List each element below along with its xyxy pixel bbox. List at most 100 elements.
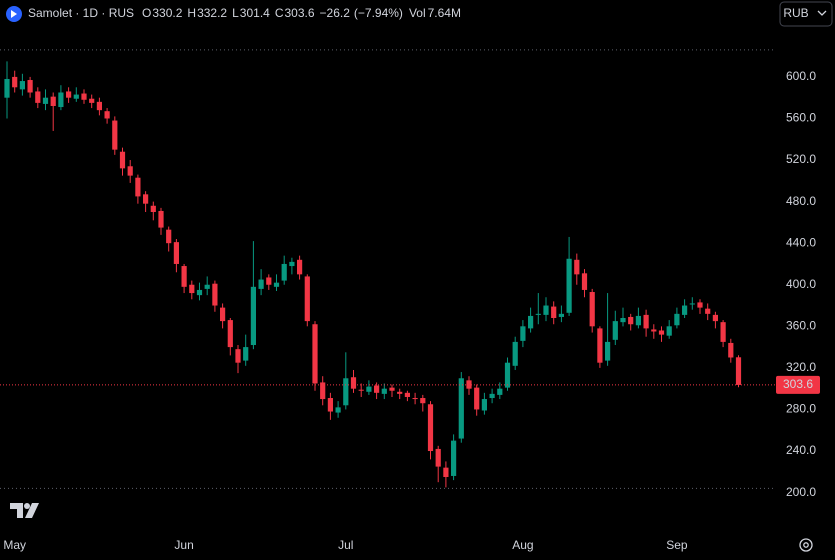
settings-icon[interactable] [799,538,813,552]
candle-body [19,81,25,90]
candle-body [312,324,318,384]
symbol-title: Samolet · 1D · RUS [28,6,134,20]
last-price-box [776,375,820,394]
candle-body [427,404,434,452]
y-tick-label: 560.0 [786,111,816,125]
candle-body [674,313,680,326]
candle-body [381,388,387,394]
candle-body [150,205,156,212]
candle-body [27,80,33,93]
candle-body [4,78,10,98]
candle-body [58,92,64,108]
candle-body [404,392,410,397]
candle-body [366,386,372,392]
candle-body [389,387,395,391]
ohlc-value: 330.2 [152,6,182,20]
candle-body [166,229,172,244]
candle-body [620,318,626,323]
candle-body [635,315,641,326]
candle-body [320,382,326,400]
candle-body [266,277,272,285]
candle-body [474,387,480,410]
ohlc-label: H [187,6,196,20]
candle-body [512,341,518,366]
candle-body [581,273,588,290]
candle-body [412,398,418,400]
candle-body [81,93,87,100]
candle-body [643,314,649,329]
candle-body [481,399,487,411]
candle-body [558,313,564,317]
volume-value: 7.64M [428,6,461,20]
candle-body [212,283,218,306]
tradingview-logo [10,503,39,518]
candle-body [158,210,164,228]
candle-body [689,303,695,305]
candle-body [358,389,364,391]
x-tick-label: Aug [512,538,533,552]
candle-body [497,388,503,395]
ohlc-label: C [275,6,284,20]
candle-body [520,326,526,341]
candle-body [258,279,264,289]
candle-body [196,289,203,296]
candle-body [628,316,634,325]
x-tick-label: Jul [338,538,353,552]
candle-body [273,282,280,287]
y-tick-label: 400.0 [786,277,816,291]
y-tick-label: 360.0 [786,318,816,332]
candle-body [335,407,341,413]
candle-body [720,322,726,342]
candle-body [705,308,711,314]
candle-body [243,347,249,361]
candle-body [597,328,603,363]
dropdown-arrow [817,10,827,16]
currency-button[interactable] [779,1,833,27]
last-price-label: 303.6 [783,377,813,391]
candle-body [658,330,665,335]
candle-body [458,378,464,439]
candle-body [327,398,333,412]
currency-label[interactable]: RUB [783,6,808,20]
candle-body [728,342,734,358]
candle-body [289,261,295,267]
candle-body [50,96,56,106]
candle-body [127,166,133,176]
ohlc-value: 332.2 [197,6,227,20]
candle-body [666,326,672,336]
candle-body [697,302,703,308]
candle-body [42,97,49,104]
y-tick-label: 520.0 [786,152,816,166]
candle-body [528,315,534,329]
volume-label: Vol [409,6,426,20]
candle-body [735,357,742,385]
candle-body [250,286,256,346]
candle-body [605,341,611,361]
candle-body [589,292,595,327]
ohlc-value: 303.6 [285,6,315,20]
candle-body [551,306,557,318]
candle-body [112,120,118,150]
candle-body [504,362,511,388]
y-tick-label: 240.0 [786,443,816,457]
candle-body [420,398,426,404]
candle-body [35,91,41,103]
y-tick-label: 320.0 [786,360,816,374]
candle-body [574,259,580,275]
candle-body [489,393,495,399]
candle-body [712,314,718,322]
candle-body [651,329,657,332]
candle-body [435,448,441,467]
candle-body [104,111,110,119]
candle-body [204,284,210,289]
candle-body [173,242,179,264]
y-tick-label: 440.0 [786,235,816,249]
candle-body [119,151,126,169]
candle-body [66,91,72,98]
change-pct: (−7.94%) [354,6,403,20]
candle-body [297,259,303,275]
candle-body [73,94,79,99]
